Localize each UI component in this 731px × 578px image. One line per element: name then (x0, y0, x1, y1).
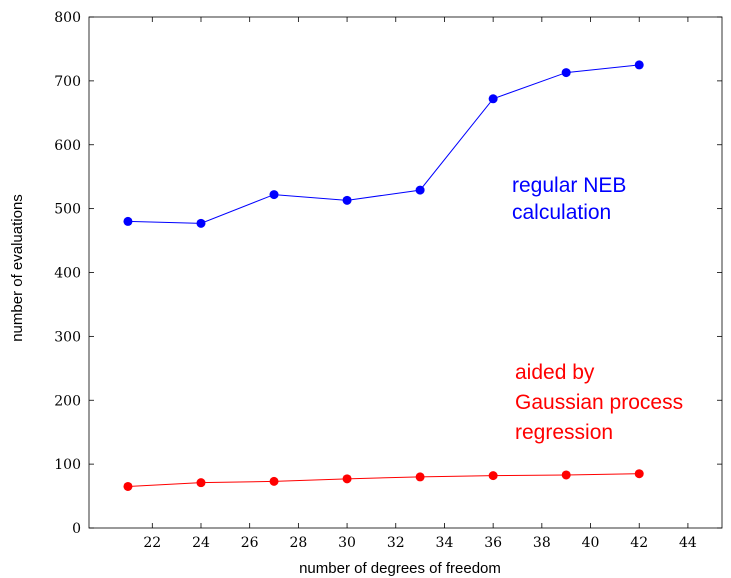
y-tick-label: 100 (54, 457, 81, 473)
x-tick-label: 28 (289, 535, 307, 551)
series-line (127, 473, 640, 487)
data-point (123, 216, 133, 226)
series-1 (123, 469, 644, 491)
x-tick-label: 30 (338, 535, 356, 551)
x-tick-label: 32 (387, 535, 405, 551)
x-tick-label: 26 (241, 535, 259, 551)
annotation-line: Gaussian process (515, 391, 683, 414)
x-axis-title: number of degrees of freedom (299, 560, 501, 577)
annotation-line: regular NEB (512, 174, 626, 197)
data-point (269, 476, 279, 486)
y-tick-label: 400 (54, 266, 81, 282)
annotation-line: regression (515, 421, 613, 444)
y-tick-label: 0 (72, 521, 81, 537)
y-tick-label: 700 (54, 74, 81, 90)
y-tick-label: 200 (54, 393, 81, 409)
annotation-line: calculation (512, 201, 611, 224)
data-point (123, 481, 133, 491)
x-axis: 22 24 26 28 30 32 34 36 38 40 42 44 (143, 17, 697, 551)
series-line (127, 64, 640, 224)
data-point (561, 68, 571, 78)
data-point (415, 472, 425, 482)
plot-border (88, 16, 723, 529)
data-point (342, 195, 352, 205)
data-point (488, 471, 498, 481)
data-point (196, 478, 206, 488)
plot-frame (88, 16, 723, 529)
x-tick-label: 38 (533, 535, 551, 551)
data-point (488, 94, 498, 104)
series-0 (123, 60, 644, 228)
x-tick-label: 22 (143, 535, 161, 551)
data-point (634, 60, 644, 70)
x-tick-label: 44 (679, 535, 697, 551)
x-tick-label: 34 (436, 535, 454, 551)
annotations: regular NEB calculation aided by Gaussian p… (512, 174, 683, 444)
y-tick-label: 600 (54, 138, 81, 154)
data-point (342, 474, 352, 484)
x-tick-label: 24 (192, 535, 210, 551)
y-tick-label: 800 (54, 10, 81, 26)
x-tick-label: 40 (582, 535, 600, 551)
x-tick-label: 36 (484, 535, 502, 551)
data-point (561, 470, 571, 480)
data-point (415, 185, 425, 195)
data-point (196, 218, 206, 228)
data-point (634, 469, 644, 479)
series-layer (123, 60, 644, 491)
annotation-line: aided by (515, 361, 595, 384)
y-axis: 0 100 200 300 400 500 600 700 800 (54, 10, 722, 537)
x-tick-label: 42 (630, 535, 648, 551)
y-axis-title: number of evaluations (9, 194, 26, 342)
y-tick-label: 300 (54, 329, 81, 345)
data-point (269, 190, 279, 200)
y-tick-label: 500 (54, 202, 81, 218)
